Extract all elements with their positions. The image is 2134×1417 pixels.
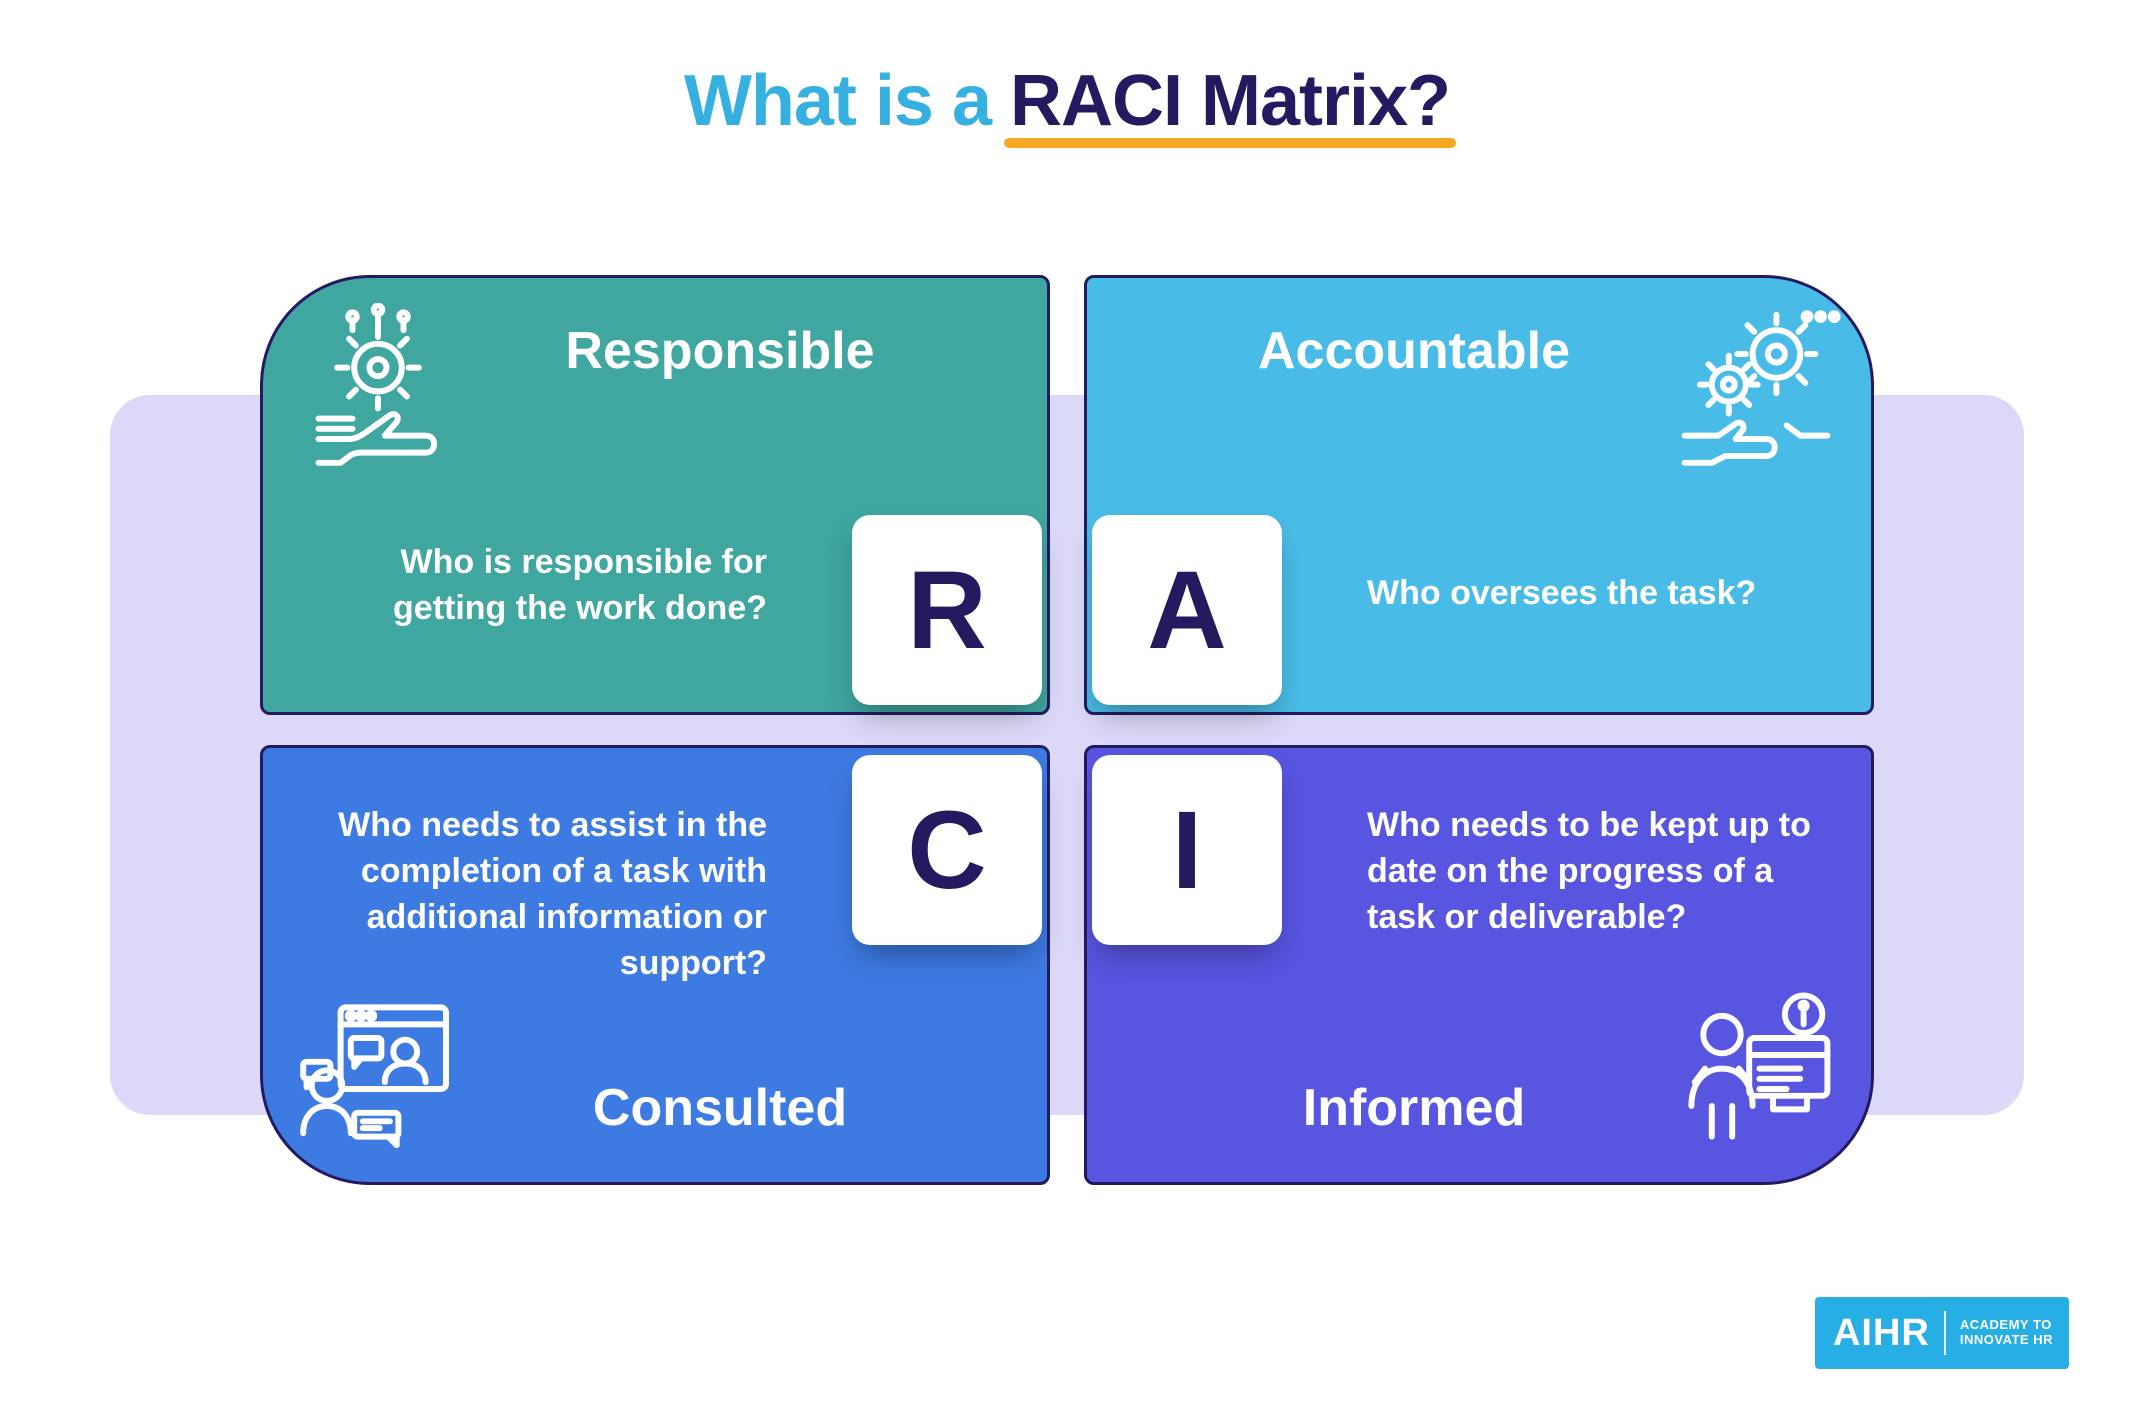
brand-tagline-line1: ACADEMY TO: [1960, 1317, 2052, 1332]
tile-a: A: [1092, 515, 1282, 705]
brand-name: AIHR: [1833, 1312, 1930, 1355]
brand-divider: [1944, 1311, 1946, 1355]
heading-informed: Informed: [1087, 1080, 1871, 1137]
heading-consulted: Consulted: [263, 1080, 1047, 1137]
raci-grid: Responsible Who is responsible for getti…: [260, 275, 1874, 1185]
desc-informed: Who needs to be kept up to date on the p…: [1347, 803, 1871, 941]
title-part2: RACI Matrix?: [1010, 60, 1450, 142]
tile-c: C: [852, 755, 1042, 945]
infographic-canvas: What is a RACI Matrix? Responsible Who i: [0, 0, 2134, 1417]
page-title: What is a RACI Matrix?: [0, 60, 2134, 142]
desc-consulted: Who needs to assist in the completion of…: [263, 803, 787, 987]
title-part2-text: RACI Matrix?: [1010, 61, 1450, 141]
brand-tagline-line2: INNOVATE HR: [1960, 1332, 2053, 1347]
heading-accountable: Accountable: [1087, 323, 1871, 380]
title-underline: [1004, 138, 1456, 148]
tile-i: I: [1092, 755, 1282, 945]
tile-r: R: [852, 515, 1042, 705]
heading-responsible: Responsible: [263, 323, 1047, 380]
brand-tagline: ACADEMY TO INNOVATE HR: [1960, 1318, 2053, 1348]
title-part1: What is a: [684, 61, 1010, 141]
desc-accountable: Who oversees the task?: [1347, 571, 1871, 617]
desc-responsible: Who is responsible for getting the work …: [263, 540, 787, 632]
brand-badge: AIHR ACADEMY TO INNOVATE HR: [1815, 1297, 2069, 1369]
